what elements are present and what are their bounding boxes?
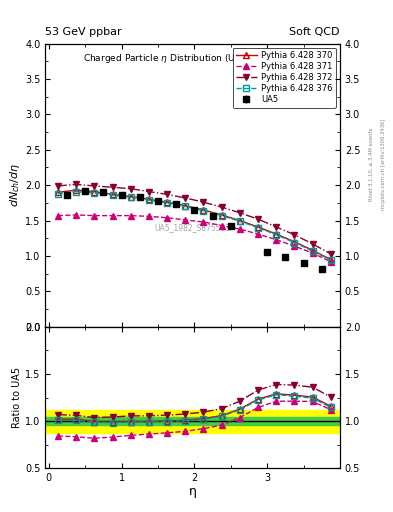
Pythia 6.428 372 [292, 231, 297, 238]
Bar [45, 410, 340, 433]
Pythia 6.428 371 [147, 214, 151, 220]
Pythia 6.428 370 [74, 187, 79, 193]
Pythia 6.428 370 [329, 257, 333, 263]
Pythia 6.428 376 [201, 207, 206, 214]
Pythia 6.428 370 [201, 207, 206, 213]
Pythia 6.428 371 [110, 212, 115, 219]
Pythia 6.428 371 [183, 217, 187, 223]
Pythia 6.428 372 [129, 186, 133, 192]
Line: Pythia 6.428 370: Pythia 6.428 370 [55, 187, 334, 262]
Pythia 6.428 371 [274, 237, 279, 243]
Pythia 6.428 370 [183, 203, 187, 209]
Line: Pythia 6.428 371: Pythia 6.428 371 [55, 212, 334, 264]
Pythia 6.428 371 [129, 212, 133, 219]
Pythia 6.428 376 [274, 231, 279, 238]
Pythia 6.428 370 [310, 247, 315, 253]
Pythia 6.428 371 [237, 226, 242, 232]
Pythia 6.428 370 [129, 194, 133, 200]
Bar [45, 417, 340, 425]
Pythia 6.428 370 [256, 224, 261, 230]
Pythia 6.428 372 [55, 183, 60, 189]
Pythia 6.428 370 [274, 231, 279, 237]
Pythia 6.428 376 [129, 194, 133, 200]
Pythia 6.428 372 [237, 210, 242, 216]
Pythia 6.428 376 [219, 212, 224, 219]
Pythia 6.428 376 [292, 240, 297, 246]
Pythia 6.428 370 [55, 189, 60, 195]
Pythia 6.428 372 [256, 216, 261, 222]
Pythia 6.428 372 [183, 195, 187, 201]
Y-axis label: Ratio to UA5: Ratio to UA5 [12, 367, 22, 428]
Legend: Pythia 6.428 370, Pythia 6.428 371, Pythia 6.428 372, Pythia 6.428 376, UA5: Pythia 6.428 370, Pythia 6.428 371, Pyth… [233, 48, 336, 108]
Text: 53 GeV ppbar: 53 GeV ppbar [45, 27, 122, 37]
Pythia 6.428 376 [310, 248, 315, 254]
Pythia 6.428 371 [219, 223, 224, 229]
Pythia 6.428 370 [147, 196, 151, 202]
Pythia 6.428 371 [201, 219, 206, 225]
Pythia 6.428 371 [92, 212, 97, 219]
Pythia 6.428 371 [310, 250, 315, 256]
Y-axis label: $dN_{ch}/d\eta$: $dN_{ch}/d\eta$ [8, 163, 22, 207]
Pythia 6.428 372 [310, 241, 315, 247]
Line: Pythia 6.428 376: Pythia 6.428 376 [55, 189, 334, 263]
Pythia 6.428 372 [74, 181, 79, 187]
Text: Charged Particle $\eta$ Distribution (UA5 NSD, all $p_T$): Charged Particle $\eta$ Distribution (UA… [83, 52, 302, 65]
Pythia 6.428 372 [329, 251, 333, 257]
Text: Rivet 3.1.10, ≥ 3.4M events: Rivet 3.1.10, ≥ 3.4M events [369, 127, 374, 201]
Pythia 6.428 376 [55, 190, 60, 197]
Pythia 6.428 376 [110, 192, 115, 198]
Pythia 6.428 376 [74, 188, 79, 195]
Pythia 6.428 372 [274, 224, 279, 230]
Pythia 6.428 371 [74, 212, 79, 218]
Pythia 6.428 370 [219, 212, 224, 218]
Pythia 6.428 372 [110, 184, 115, 190]
Pythia 6.428 371 [55, 212, 60, 219]
Pythia 6.428 376 [237, 218, 242, 224]
Pythia 6.428 370 [165, 199, 169, 205]
Pythia 6.428 370 [110, 191, 115, 198]
Pythia 6.428 372 [147, 188, 151, 195]
Pythia 6.428 376 [329, 257, 333, 263]
Pythia 6.428 371 [292, 243, 297, 249]
Pythia 6.428 376 [92, 190, 97, 196]
Pythia 6.428 370 [292, 239, 297, 245]
Text: Soft QCD: Soft QCD [290, 27, 340, 37]
Pythia 6.428 370 [92, 188, 97, 195]
Pythia 6.428 376 [183, 203, 187, 209]
Pythia 6.428 372 [165, 191, 169, 198]
Pythia 6.428 371 [256, 231, 261, 237]
Pythia 6.428 370 [237, 218, 242, 224]
Pythia 6.428 376 [256, 225, 261, 231]
Text: mcplots.cern.ch [arXiv:1306.3436]: mcplots.cern.ch [arXiv:1306.3436] [381, 118, 386, 209]
Line: Pythia 6.428 372: Pythia 6.428 372 [55, 182, 334, 257]
Pythia 6.428 376 [147, 197, 151, 203]
Text: UA5_1982_S875503: UA5_1982_S875503 [154, 223, 231, 232]
X-axis label: η: η [189, 485, 196, 498]
Pythia 6.428 372 [201, 199, 206, 205]
Pythia 6.428 372 [219, 204, 224, 210]
Pythia 6.428 372 [92, 183, 97, 189]
Pythia 6.428 376 [165, 200, 169, 206]
Pythia 6.428 371 [329, 259, 333, 265]
Pythia 6.428 371 [165, 215, 169, 221]
